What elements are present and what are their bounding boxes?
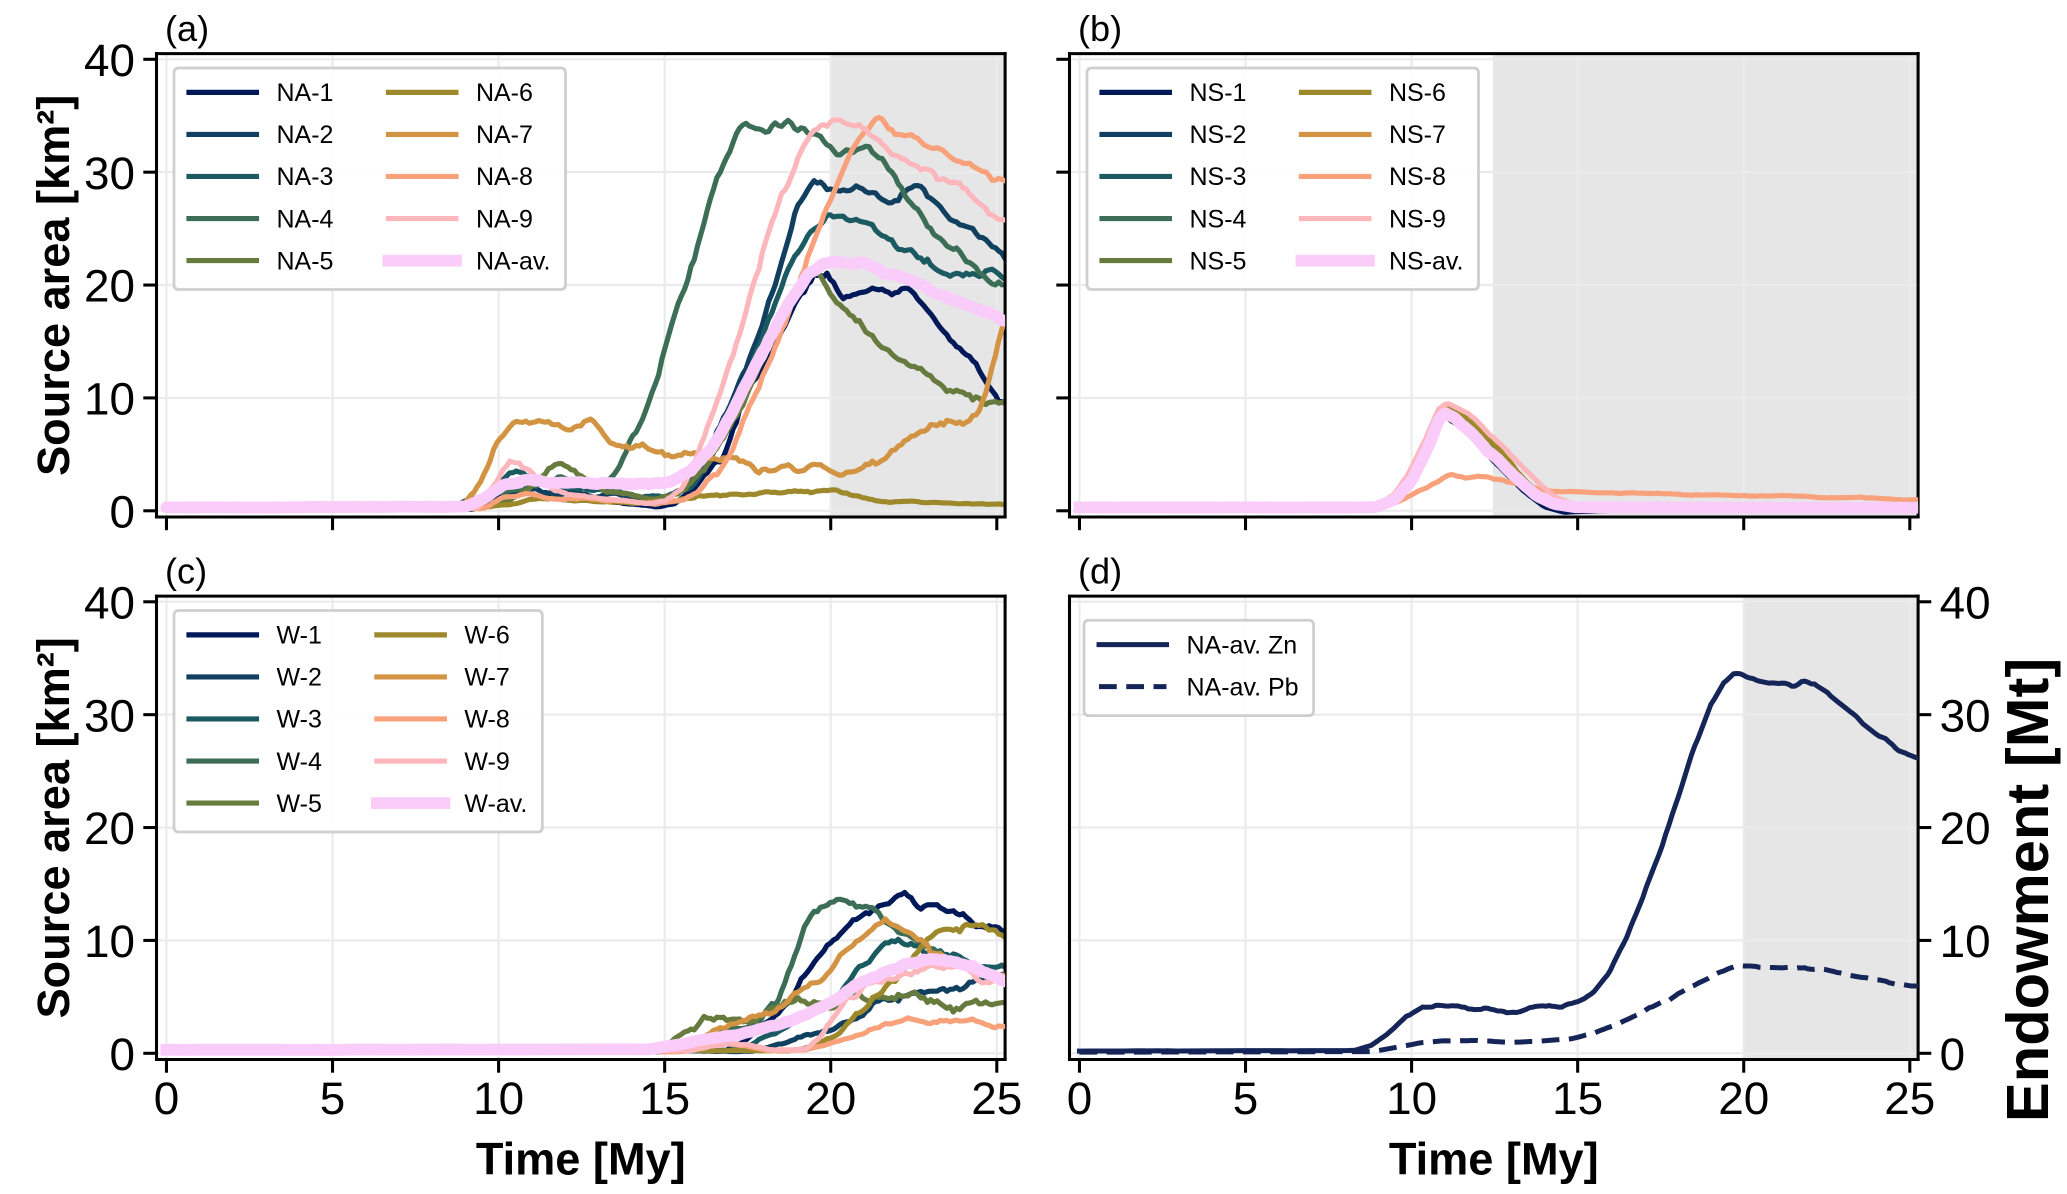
svg-text:W-7: W-7: [464, 664, 509, 692]
svg-text:10: 10: [1940, 916, 1991, 967]
svg-text:Time [My]: Time [My]: [476, 1134, 686, 1185]
svg-text:NA-av. Pb: NA-av. Pb: [1187, 673, 1299, 701]
svg-text:0: 0: [154, 1073, 179, 1124]
svg-text:30: 30: [84, 148, 135, 199]
svg-text:5: 5: [320, 1073, 346, 1124]
svg-text:NS-5: NS-5: [1189, 247, 1246, 275]
svg-text:25: 25: [1884, 1073, 1935, 1124]
svg-text:20: 20: [84, 803, 135, 854]
svg-text:NS-8: NS-8: [1389, 163, 1446, 191]
svg-text:0: 0: [1067, 1073, 1093, 1124]
svg-text:0: 0: [1940, 1029, 1965, 1080]
svg-text:Endowment [Mt]: Endowment [Mt]: [1994, 658, 2061, 1122]
svg-text:W-3: W-3: [276, 706, 321, 734]
svg-text:Source area [km²]: Source area [km²]: [28, 95, 79, 476]
svg-text:10: 10: [1386, 1073, 1437, 1124]
svg-text:W-4: W-4: [276, 748, 321, 776]
svg-text:NS-7: NS-7: [1389, 121, 1446, 149]
svg-text:15: 15: [639, 1073, 690, 1124]
svg-text:Source area [km²]: Source area [km²]: [28, 637, 79, 1018]
svg-text:NS-4: NS-4: [1189, 205, 1246, 233]
svg-text:NS-av.: NS-av.: [1389, 247, 1464, 275]
svg-text:W-av.: W-av.: [464, 790, 527, 818]
svg-text:(c): (c): [165, 551, 207, 592]
svg-text:15: 15: [1552, 1073, 1603, 1124]
svg-text:NS-6: NS-6: [1389, 79, 1446, 107]
svg-text:NA-av.: NA-av.: [476, 247, 551, 275]
svg-text:20: 20: [805, 1073, 856, 1124]
svg-text:Time [My]: Time [My]: [1389, 1134, 1599, 1185]
svg-text:10: 10: [84, 916, 135, 967]
svg-text:NS-2: NS-2: [1189, 121, 1246, 149]
svg-text:W-5: W-5: [276, 790, 321, 818]
svg-text:NA-4: NA-4: [276, 205, 333, 233]
svg-text:30: 30: [1940, 690, 1991, 741]
svg-text:W-6: W-6: [464, 622, 509, 650]
svg-text:40: 40: [1940, 577, 1991, 628]
svg-text:NA-av. Zn: NA-av. Zn: [1187, 631, 1298, 659]
svg-text:W-9: W-9: [464, 748, 509, 776]
svg-text:40: 40: [84, 577, 135, 628]
svg-text:20: 20: [84, 261, 135, 312]
svg-text:W-2: W-2: [276, 664, 321, 692]
svg-text:NS-3: NS-3: [1189, 163, 1246, 191]
svg-text:NA-9: NA-9: [476, 205, 533, 233]
svg-text:W-8: W-8: [464, 706, 509, 734]
svg-text:NA-7: NA-7: [476, 121, 533, 149]
svg-text:30: 30: [84, 690, 135, 741]
svg-text:40: 40: [84, 35, 135, 86]
svg-text:NS-1: NS-1: [1189, 79, 1246, 107]
svg-text:NA-3: NA-3: [276, 163, 333, 191]
svg-text:NA-5: NA-5: [276, 247, 333, 275]
svg-text:NA-8: NA-8: [476, 163, 533, 191]
svg-text:10: 10: [473, 1073, 524, 1124]
svg-text:0: 0: [109, 1029, 135, 1080]
svg-text:25: 25: [971, 1073, 1022, 1124]
svg-text:W-1: W-1: [276, 622, 321, 650]
svg-text:20: 20: [1940, 803, 1991, 854]
svg-text:(d): (d): [1078, 551, 1122, 592]
svg-text:(a): (a): [165, 8, 209, 49]
svg-text:NA-2: NA-2: [276, 121, 333, 149]
svg-text:20: 20: [1718, 1073, 1769, 1124]
svg-text:NA-6: NA-6: [476, 79, 533, 107]
svg-text:5: 5: [1233, 1073, 1259, 1124]
svg-text:(b): (b): [1078, 8, 1122, 49]
svg-text:NA-1: NA-1: [276, 79, 333, 107]
svg-text:NS-9: NS-9: [1389, 205, 1446, 233]
svg-text:0: 0: [109, 486, 135, 537]
svg-text:10: 10: [84, 374, 135, 425]
